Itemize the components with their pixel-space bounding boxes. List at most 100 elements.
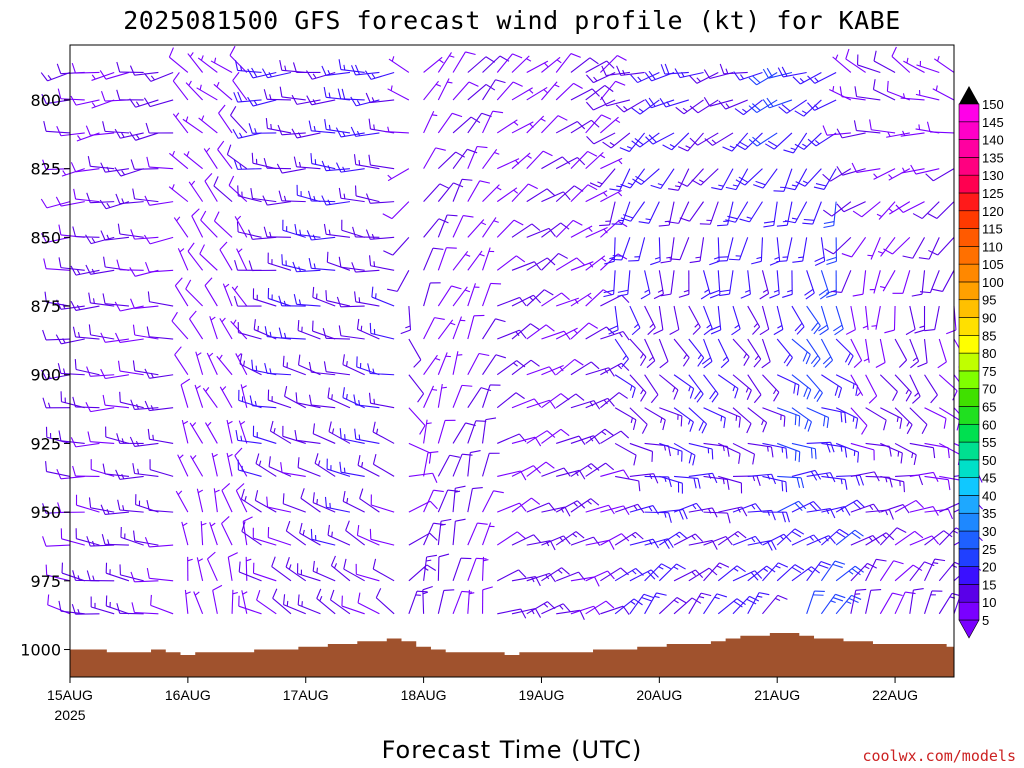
wind-barb — [673, 338, 690, 367]
wind-barb — [619, 132, 646, 153]
wind-barb — [703, 305, 713, 336]
wind-barb — [282, 355, 306, 376]
wind-barb — [541, 428, 570, 444]
wind-barb — [762, 594, 788, 615]
wind-barb — [511, 223, 541, 238]
wind-barb — [526, 399, 556, 410]
wind-barb — [264, 362, 292, 376]
wind-barb — [762, 407, 786, 427]
wind-barb — [732, 475, 761, 487]
wind-barb — [58, 224, 85, 238]
wind-barb — [600, 430, 630, 444]
wind-barb — [841, 237, 867, 258]
wind-barb — [100, 230, 129, 241]
colorbar-swatch — [958, 406, 980, 425]
wind-barb — [437, 589, 455, 614]
wind-barb — [586, 132, 616, 145]
wind-barb — [467, 145, 488, 169]
wind-barb — [791, 338, 811, 365]
wind-barb — [879, 560, 904, 582]
wind-barb — [249, 395, 277, 409]
wind-barb — [600, 330, 630, 341]
wind-barb — [408, 564, 437, 582]
wind-barb — [105, 562, 130, 582]
colorbar-label: 110 — [982, 239, 1003, 254]
wind-barb — [699, 201, 719, 225]
wind-barb — [129, 436, 159, 448]
colorbar-swatch — [958, 263, 980, 283]
colorbar-label: 85 — [982, 328, 996, 343]
wind-barb — [900, 167, 925, 174]
wind-barb — [365, 193, 395, 204]
wind-barb — [265, 118, 292, 134]
wind-barb — [42, 536, 71, 547]
wind-barb — [739, 201, 763, 223]
wind-barb — [86, 570, 115, 582]
wind-barb — [481, 556, 489, 581]
wind-barb — [710, 305, 722, 335]
wind-barb — [299, 522, 321, 546]
wind-barb — [341, 595, 365, 615]
wind-barb — [236, 248, 248, 271]
wind-barb — [541, 156, 571, 170]
colorbar-label: 60 — [982, 417, 996, 432]
wind-barb — [732, 595, 760, 615]
wind-barb — [832, 54, 852, 73]
wind-barb — [884, 306, 896, 334]
wind-barb — [541, 191, 571, 203]
wind-barb — [555, 82, 583, 101]
wind-barb — [423, 451, 439, 477]
wind-barb — [180, 378, 191, 408]
wind-barb — [850, 562, 877, 582]
wind-barb — [388, 56, 410, 73]
wind-barb — [85, 402, 115, 413]
wind-barb — [835, 442, 860, 463]
wind-barb — [236, 221, 262, 238]
wind-barb — [71, 604, 100, 615]
wind-barb — [835, 565, 864, 582]
wind-barb — [927, 201, 955, 219]
wind-barb — [467, 112, 492, 134]
wind-barb — [806, 407, 830, 428]
wind-barb — [614, 503, 645, 514]
wind-barb — [703, 593, 728, 615]
wind-barb — [585, 326, 615, 340]
wind-barb — [87, 155, 115, 170]
wind-barb — [238, 420, 248, 444]
colorbar-swatch — [958, 584, 980, 603]
wind-barb — [688, 407, 708, 434]
wind-barb — [879, 527, 907, 546]
wind-barb — [144, 400, 174, 412]
wind-barb — [387, 168, 410, 182]
wind-barb — [932, 270, 955, 292]
colorbar-swatch — [958, 121, 980, 140]
wind-barb — [888, 201, 911, 215]
wind-barb — [876, 201, 896, 220]
wind-barb — [748, 99, 778, 114]
wind-barb — [242, 516, 253, 546]
wind-barb — [617, 270, 631, 297]
wind-barb — [629, 338, 647, 367]
wind-barb — [372, 453, 395, 477]
wind-barb — [338, 325, 365, 340]
wind-barb — [917, 338, 928, 368]
wind-barb — [585, 151, 606, 170]
wind-barb — [423, 554, 437, 581]
wind-barb — [814, 237, 826, 266]
wind-barb — [791, 407, 812, 432]
wind-barb — [806, 338, 821, 368]
wind-barb — [213, 488, 220, 513]
wind-barb — [452, 81, 479, 101]
wind-barb — [219, 241, 233, 271]
wind-barb — [541, 393, 570, 409]
wind-barb — [235, 483, 248, 513]
wind-barb — [437, 319, 456, 340]
wind-barb — [60, 391, 85, 409]
wind-barb — [60, 528, 85, 546]
wind-barb — [437, 247, 457, 271]
wind-barb — [282, 493, 306, 513]
wind-barb — [821, 475, 848, 490]
wind-barb — [526, 150, 553, 170]
wind-barb — [600, 54, 627, 73]
wind-barb — [644, 407, 666, 431]
